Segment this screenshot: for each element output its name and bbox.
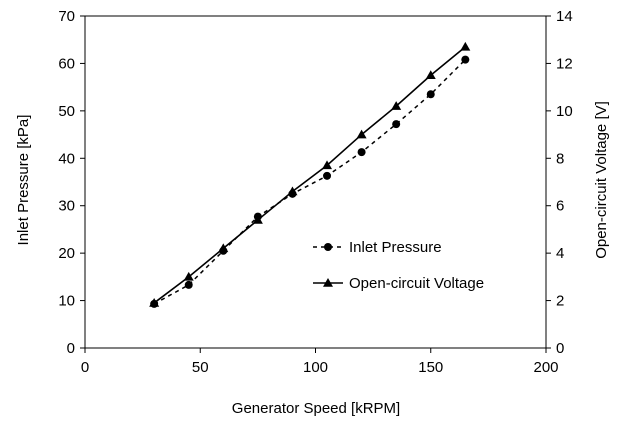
y-tick-label: 30	[58, 198, 75, 215]
y-tick-label: 70	[58, 8, 75, 25]
y2-tick-label: 0	[556, 340, 564, 357]
data-point	[149, 297, 160, 307]
y-axis-title: Inlet Pressure [kPa]	[15, 115, 32, 246]
x-axis-title: Generator Speed [kRPM]	[232, 400, 400, 417]
axes: 0 50 100 150 200 0 10 20 30 40 50 60 70 0 2 4 6 8 10 12 14	[58, 8, 572, 376]
legend-marker	[324, 243, 332, 251]
y-tick-label: 0	[67, 340, 75, 357]
x-tick-label: 150	[418, 359, 443, 376]
legend-marker	[323, 278, 333, 287]
y2-tick-label: 10	[556, 103, 573, 120]
x-tick-label: 0	[81, 359, 89, 376]
y2-tick-label: 12	[556, 55, 573, 72]
data-point	[460, 41, 471, 51]
data-point	[425, 70, 436, 80]
y-tick-label: 50	[58, 103, 75, 120]
data-point	[218, 243, 229, 253]
data-point	[184, 280, 193, 289]
data-point	[183, 271, 194, 281]
y2-tick-label: 14	[556, 8, 573, 25]
y-tick-label: 10	[58, 293, 75, 310]
x-tick-label: 100	[303, 359, 328, 376]
y2-tick-label: 6	[556, 198, 564, 215]
legend-label: Open-circuit Voltage	[349, 275, 484, 292]
data-point	[252, 214, 263, 224]
y2-tick-label: 2	[556, 293, 564, 310]
legend-label: Inlet Pressure	[349, 239, 442, 256]
data-point	[426, 90, 435, 99]
series-open-circuit-voltage	[149, 41, 471, 307]
legend: Inlet Pressure Open-circuit Voltage	[313, 239, 484, 292]
data-point	[391, 101, 402, 110]
y2-axis-title: Open-circuit Voltage [V]	[593, 101, 610, 259]
y-tick-label: 20	[58, 245, 75, 262]
series-layer	[149, 41, 471, 308]
data-point	[461, 55, 470, 64]
y2-tick-label: 8	[556, 150, 564, 167]
data-point	[287, 186, 298, 196]
y-tick-label: 40	[58, 150, 75, 167]
y-tick-label: 60	[58, 55, 75, 72]
data-point	[323, 171, 332, 180]
y2-tick-label: 4	[556, 245, 564, 262]
data-point	[357, 148, 366, 157]
data-point	[322, 160, 333, 170]
x-tick-label: 200	[533, 359, 558, 376]
data-point	[392, 120, 401, 129]
data-point	[356, 129, 367, 139]
series-line	[153, 46, 466, 304]
x-tick-label: 50	[192, 359, 209, 376]
